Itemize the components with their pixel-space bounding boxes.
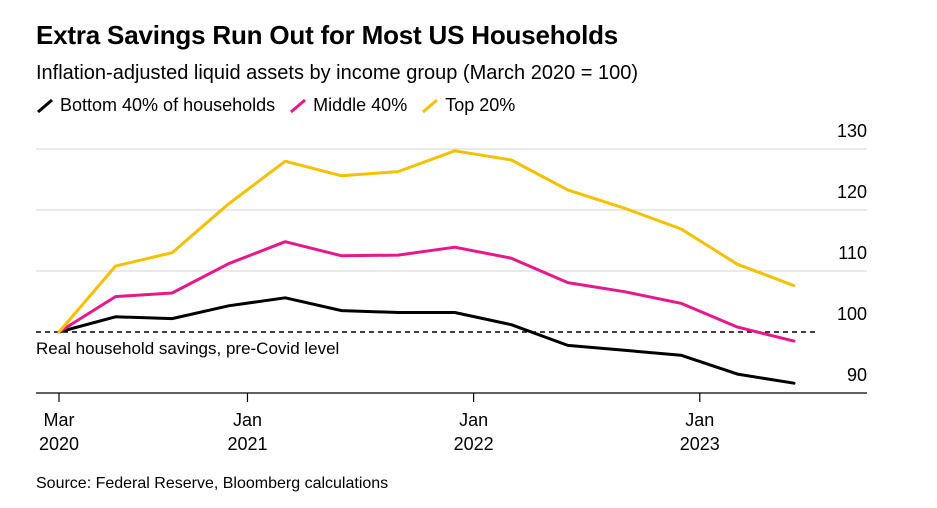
axis-layer: 90 100 110 120 130 Mar 2020 Jan 2021 Jan 2022 Jan 20… — [36, 121, 867, 454]
legend-label-bottom-40: Bottom 40% of households — [60, 95, 276, 115]
x-tick-label-0-line1: Mar — [44, 410, 75, 430]
y-tick-label-130: 130 — [837, 121, 867, 141]
grid-layer — [36, 148, 867, 272]
legend-line-top-20 — [422, 98, 439, 113]
chart-subtitle: Inflation-adjusted liquid assets by inco… — [36, 62, 639, 84]
legend-line-middle-40 — [290, 98, 307, 113]
x-tick-label-1-line2: 2021 — [227, 434, 267, 454]
x-tick-label-1-line1: Jan — [233, 410, 262, 430]
x-tick-label-0-line2: 2020 — [39, 434, 79, 454]
legend-label-top-20: Top 20% — [445, 95, 516, 115]
y-tick-label-90: 90 — [847, 365, 867, 385]
series-line-0 — [57, 296, 796, 385]
x-tick-label-2-line2: 2022 — [454, 434, 494, 454]
reference-line-label: Real household savings, pre-Covid level — [36, 339, 339, 358]
legend-label-middle-40: Middle 40% — [313, 95, 408, 115]
legend-line-bottom-40 — [37, 98, 53, 113]
y-tick-label-100: 100 — [837, 304, 867, 324]
chart-title: Extra Savings Run Out for Most US Househ… — [36, 20, 619, 50]
y-tick-label-110: 110 — [838, 243, 867, 263]
legend-item-bottom-40: Bottom 40% of households — [36, 95, 275, 116]
legend-item-top-20: Top 20% — [421, 95, 515, 116]
legend-swatch-bottom-40 — [37, 98, 53, 113]
legend-swatch-middle-40 — [290, 98, 307, 113]
source-note: Source: Federal Reserve, Bloomberg calcu… — [36, 475, 389, 492]
legend-item-middle-40: Middle 40% — [289, 95, 407, 116]
series-line-2 — [57, 149, 796, 334]
x-tick-label-2-line1: Jan — [459, 410, 488, 430]
x-tick-label-3-line2: 2023 — [680, 434, 720, 454]
series-line-1 — [57, 240, 796, 343]
x-tick-label-3-line1: Jan — [685, 410, 714, 430]
legend-swatch-top-20 — [422, 98, 439, 113]
legend: Bottom 40% of households Middle 40% Top … — [36, 95, 529, 116]
y-tick-label-120: 120 — [837, 182, 867, 202]
series-layer — [57, 149, 796, 385]
reference-layer: Real household savings, pre-Covid level — [36, 331, 818, 358]
